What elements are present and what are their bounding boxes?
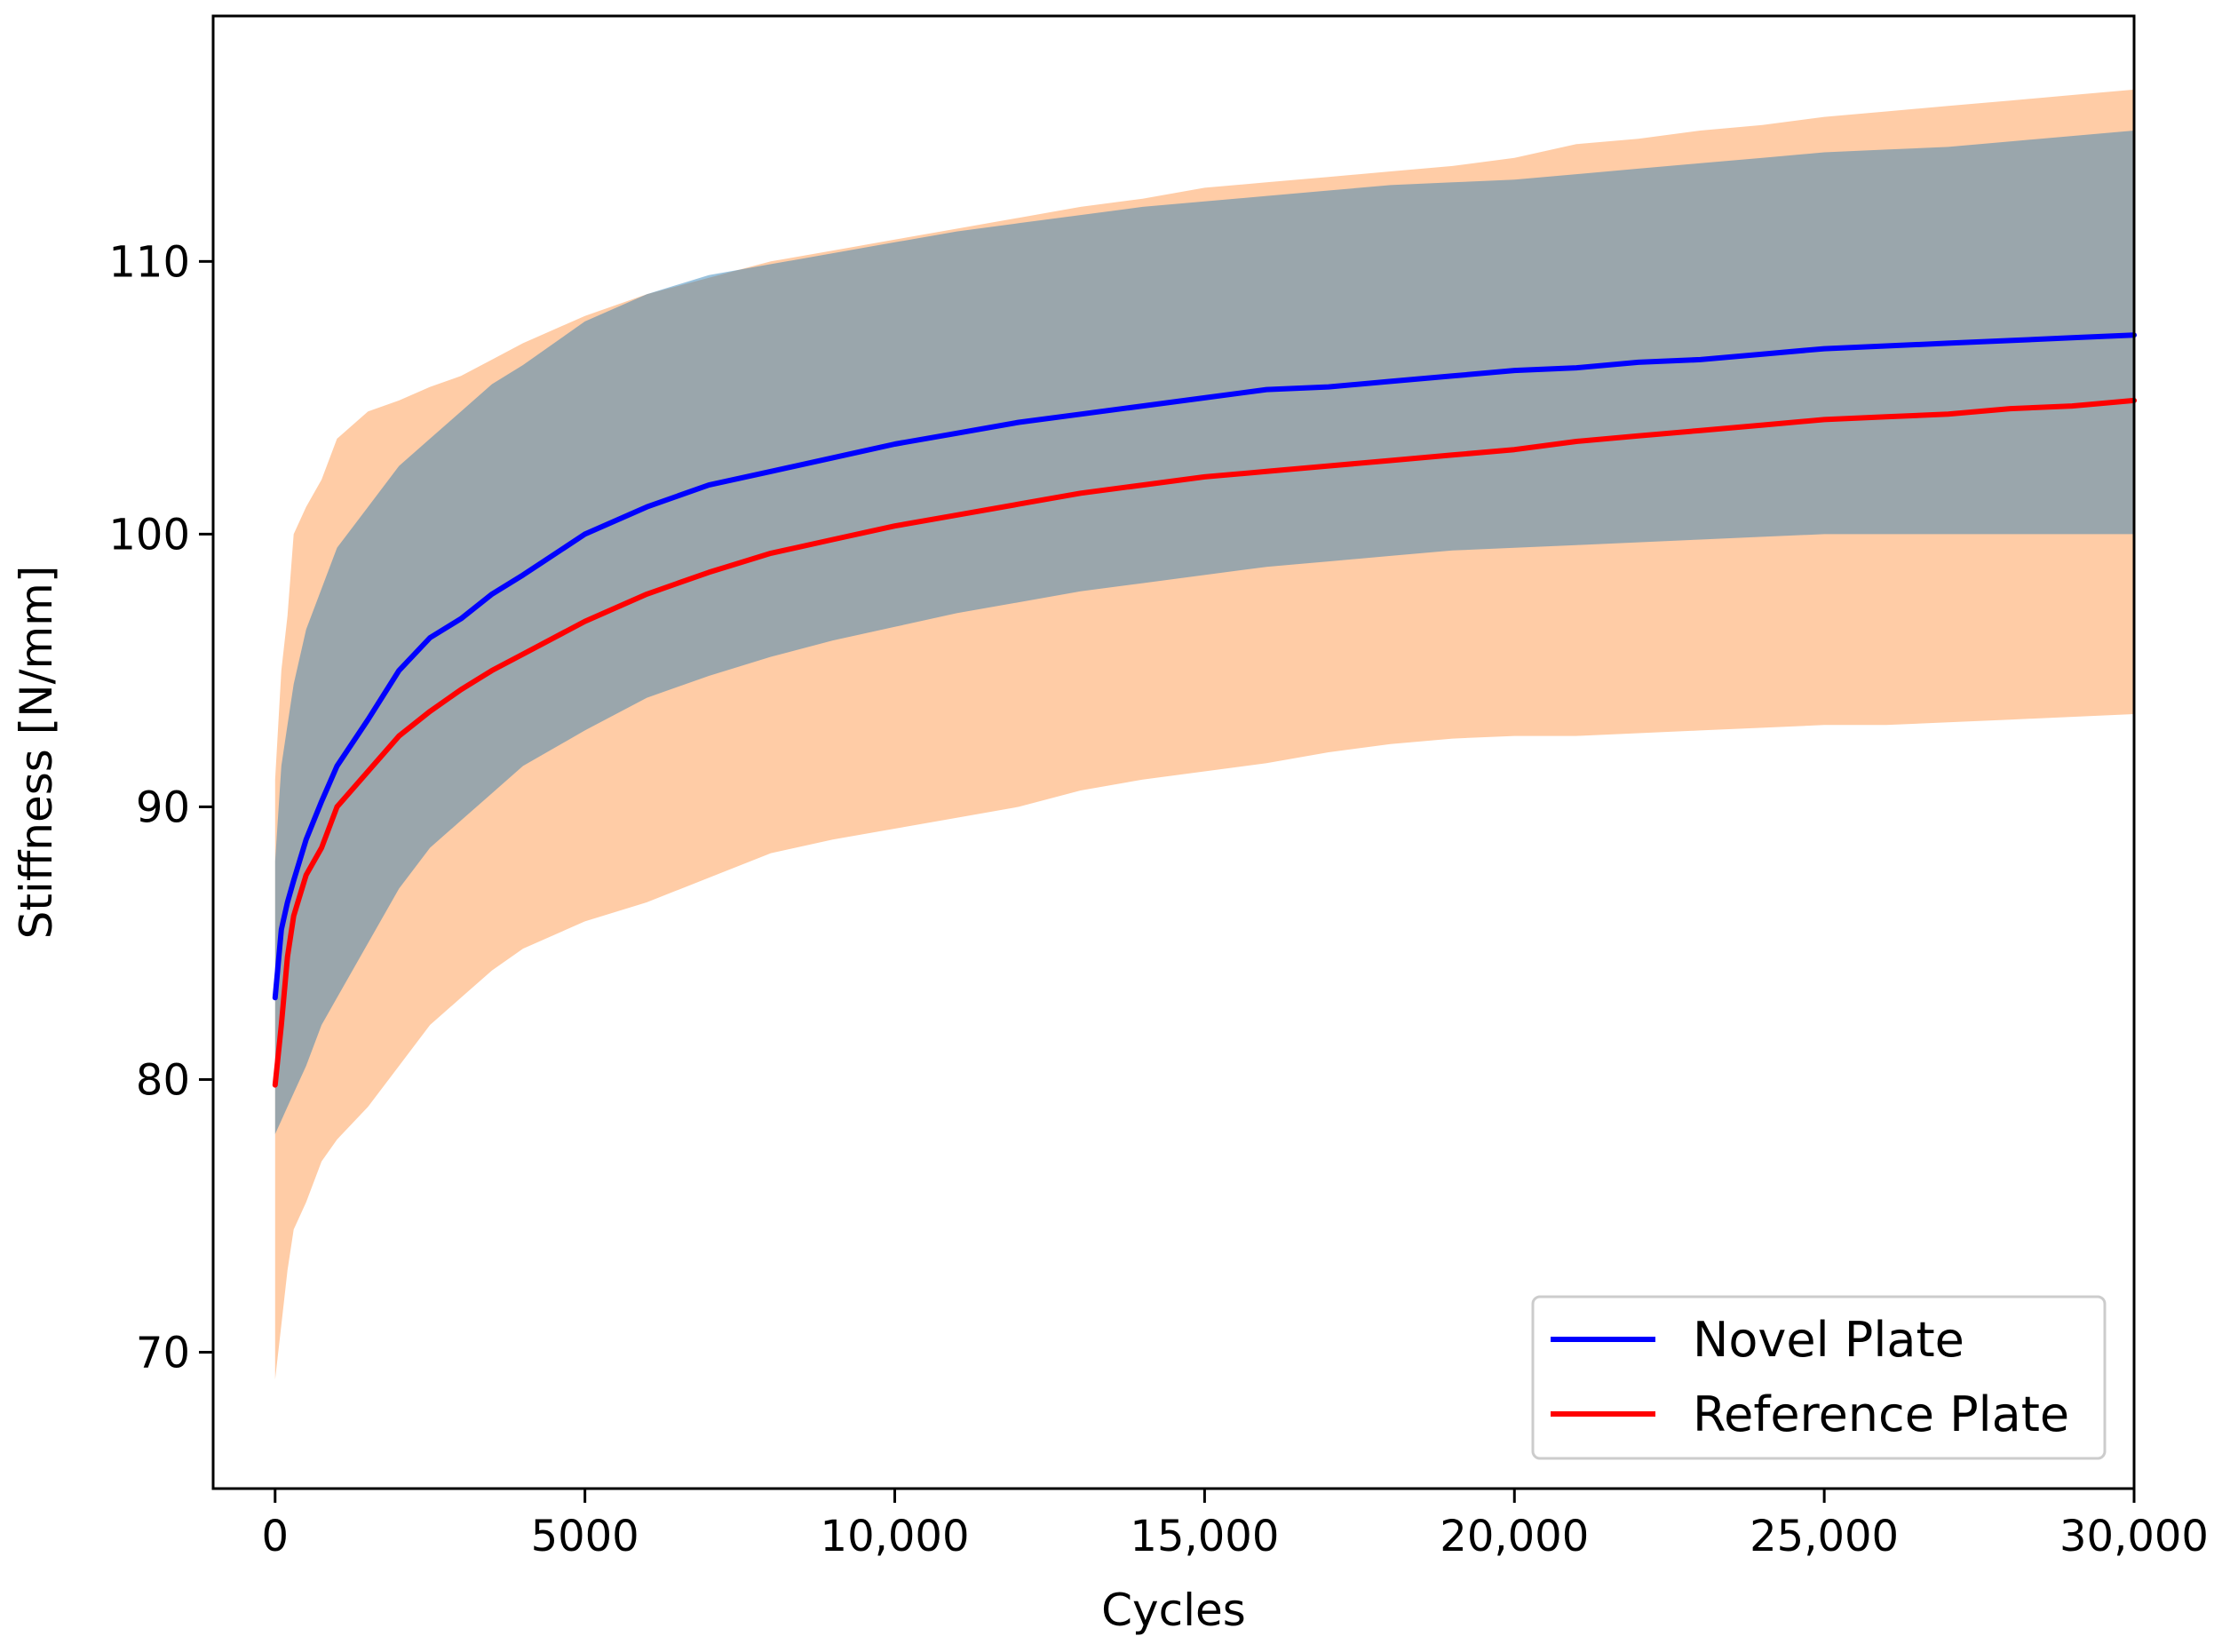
x-axis-label: Cycles	[1101, 1584, 1246, 1636]
x-tick-label: 20,000	[1440, 1512, 1589, 1561]
legend-box	[1531, 1295, 2107, 1460]
legend: Novel Plate Reference Plate	[1531, 1295, 2107, 1460]
x-tick-label: 30,000	[2059, 1512, 2209, 1561]
x-tick-label: 15,000	[1130, 1512, 1279, 1561]
y-tick-label: 100	[108, 510, 190, 560]
y-tick-label: 70	[136, 1328, 190, 1378]
plot-frame	[211, 14, 2136, 1490]
x-tick-label: 25,000	[1750, 1512, 1899, 1561]
band-novel-plate	[274, 131, 2134, 1134]
confidence-bands	[274, 89, 2134, 1380]
x-axis-ticks: 0 5000 10,000 15,000 20,000 25,000 30,000	[262, 1489, 2209, 1561]
x-tick-label: 10,000	[821, 1512, 970, 1561]
y-axis-ticks: 70 80 90 100 110	[108, 237, 213, 1378]
band-reference-plate	[274, 89, 2134, 1380]
y-tick-label: 110	[108, 237, 190, 287]
series-line-reference-plate	[272, 397, 2137, 1088]
series-line-novel-plate	[272, 332, 2137, 1001]
y-tick-label: 90	[136, 782, 190, 832]
series-lines	[272, 332, 2137, 1088]
y-tick-label: 80	[136, 1055, 190, 1105]
legend-label-novel-plate: Novel Plate	[1693, 1312, 1964, 1368]
x-tick-label: 5000	[531, 1512, 639, 1561]
legend-label-reference-plate: Reference Plate	[1693, 1386, 2069, 1442]
y-axis-label: Stiffness [N/mm]	[11, 566, 62, 940]
x-tick-label: 0	[262, 1512, 290, 1561]
